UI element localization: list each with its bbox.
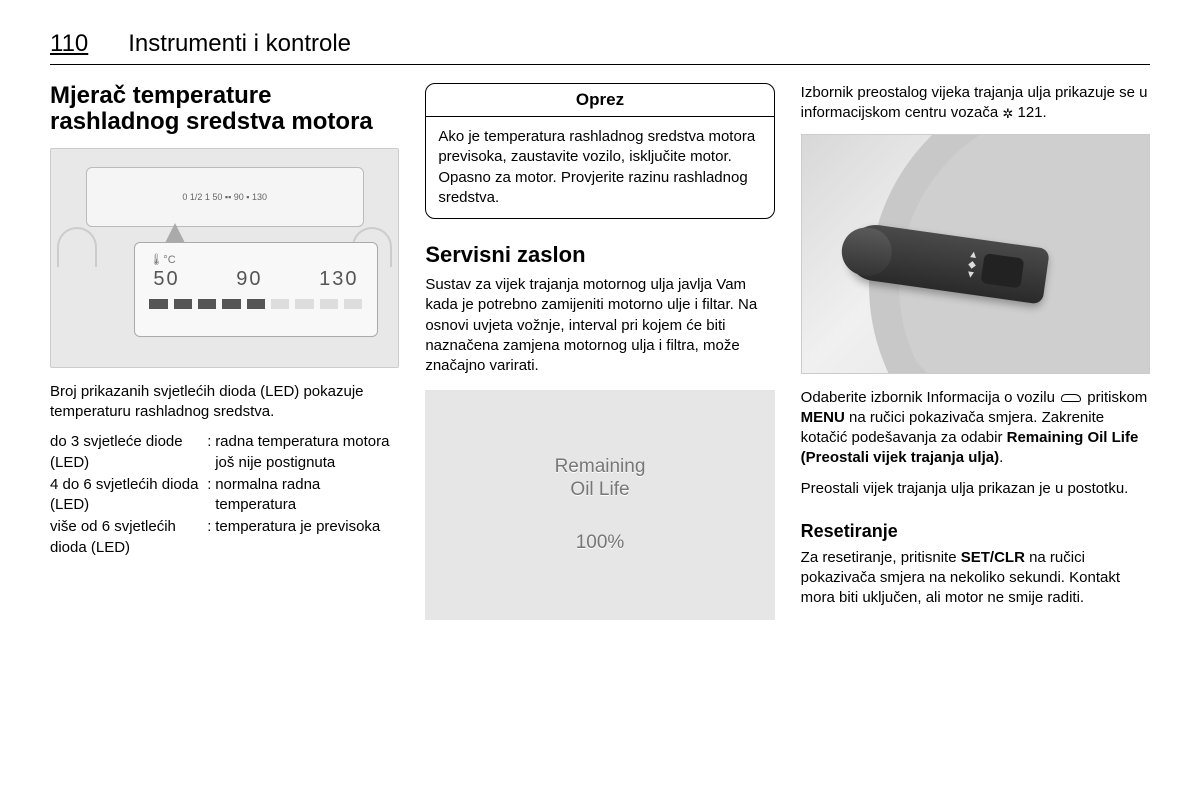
coolant-gauge-description: Broj prikazanih svjetlećih dioda (LED) p… xyxy=(50,382,399,423)
table-row: do 3 svjetleće diode (LED) : radna tempe… xyxy=(50,432,399,473)
table-row: 4 do 6 svjetlećih dioda (LED) : normalna… xyxy=(50,475,399,516)
content-columns: Mjerač temperature rashladnog sredstva m… xyxy=(50,83,1150,620)
gauge-popup: 🌡°C 50 90 130 xyxy=(134,242,377,337)
section-title-coolant-gauge: Mjerač temperature rashladnog sredstva m… xyxy=(50,83,399,136)
menu-instructions: Odaberite izbornik Informacija o vozilu … xyxy=(801,388,1150,469)
caution-box: Oprez Ako je temperatura rashladnog sred… xyxy=(425,83,774,219)
service-display-description: Sustav za vijek trajanja motornog ulja j… xyxy=(425,275,774,376)
stalk-button xyxy=(980,253,1024,288)
gauge-num-50: 50 xyxy=(153,268,179,291)
table-row: više od 6 svjetlećih dioda (LED) : tempe… xyxy=(50,517,399,558)
page-reference: 121. xyxy=(1017,104,1046,121)
stalk-arrows-icon: ▲◆▼ xyxy=(965,249,979,280)
car-icon xyxy=(1059,392,1083,404)
caution-body: Ako je temperatura rashladnog sredstva m… xyxy=(426,117,773,218)
display-value: 100% xyxy=(576,532,625,555)
gauge-led-bars xyxy=(149,299,362,309)
text-fragment: . xyxy=(999,449,1003,466)
oil-life-intro: Izbornik preostalog vijeka trajanja ulja… xyxy=(801,83,1150,124)
page-header: 110 Instrumenti i kontrole xyxy=(50,30,1150,65)
oil-life-percent-note: Preostali vijek trajanja ulja prikazan j… xyxy=(801,479,1150,499)
gauge-num-90: 90 xyxy=(236,268,262,291)
def-colon: : xyxy=(207,517,215,558)
setclr-label: SET/CLR xyxy=(961,549,1025,566)
text-fragment: Odaberite izbornik Informacija o vozilu xyxy=(801,389,1059,406)
led-bar xyxy=(295,299,313,309)
caution-header: Oprez xyxy=(426,84,773,117)
gauge-dial-left xyxy=(57,227,97,267)
page-number: 110 xyxy=(50,30,88,58)
def-term: do 3 svjetleće diode (LED) xyxy=(50,432,207,473)
subsection-reset: Resetiranje xyxy=(801,521,1150,542)
gauge-popup-pointer xyxy=(165,223,185,243)
gauge-numbers: 50 90 130 xyxy=(149,268,362,291)
text-fragment: pritiskom xyxy=(1083,389,1147,406)
gauge-num-130: 130 xyxy=(319,268,358,291)
def-desc: radna temperatura motora još nije postig… xyxy=(215,432,399,473)
menu-label: MENU xyxy=(801,409,845,426)
def-colon: : xyxy=(207,432,215,473)
led-bar xyxy=(344,299,362,309)
text-fragment: Za resetiranje, pritisnite xyxy=(801,549,961,566)
figure-coolant-gauge: 0 1/2 1 50 ▪▪ 90 ▪ 130 🌡°C 50 90 130 xyxy=(50,148,399,368)
reset-instructions: Za resetiranje, pritisnite SET/CLR na ru… xyxy=(801,548,1150,609)
gauge-cluster-small: 0 1/2 1 50 ▪▪ 90 ▪ 130 xyxy=(86,167,364,227)
def-term: 4 do 6 svjetlećih dioda (LED) xyxy=(50,475,207,516)
led-bar xyxy=(198,299,216,309)
thermometer-icon: 🌡°C xyxy=(149,253,362,266)
led-bar xyxy=(320,299,338,309)
led-bar xyxy=(247,299,265,309)
stalk-tip xyxy=(838,224,894,278)
def-term: više od 6 svjetlećih dioda (LED) xyxy=(50,517,207,558)
chapter-title: Instrumenti i kontrole xyxy=(128,30,351,58)
column-1: Mjerač temperature rashladnog sredstva m… xyxy=(50,83,399,620)
led-bar xyxy=(174,299,192,309)
figure-indicator-stalk: ▲◆▼ xyxy=(801,134,1150,374)
reference-arrow-icon: ✲ xyxy=(1002,105,1013,123)
gauge-cluster-text: 0 1/2 1 50 ▪▪ 90 ▪ 130 xyxy=(182,192,267,202)
def-desc: temperatura je previsoka xyxy=(215,517,399,558)
led-bar xyxy=(222,299,240,309)
display-text: Remaining Oil Life xyxy=(555,456,646,502)
led-definition-table: do 3 svjetleće diode (LED) : radna tempe… xyxy=(50,432,399,560)
led-bar xyxy=(271,299,289,309)
display-line1: Remaining xyxy=(555,456,646,477)
column-3: Izbornik preostalog vijeka trajanja ulja… xyxy=(801,83,1150,620)
def-desc: normalna radna temperatura xyxy=(215,475,399,516)
display-line2: Oil Life xyxy=(570,479,629,500)
figure-oil-life-display: Remaining Oil Life 100% xyxy=(425,390,774,620)
column-2: Oprez Ako je temperatura rashladnog sred… xyxy=(425,83,774,620)
def-colon: : xyxy=(207,475,215,516)
led-bar xyxy=(149,299,167,309)
text-fragment: Izbornik preostalog vijeka trajanja ulja… xyxy=(801,84,1148,121)
section-title-service-display: Servisni zaslon xyxy=(425,243,774,267)
